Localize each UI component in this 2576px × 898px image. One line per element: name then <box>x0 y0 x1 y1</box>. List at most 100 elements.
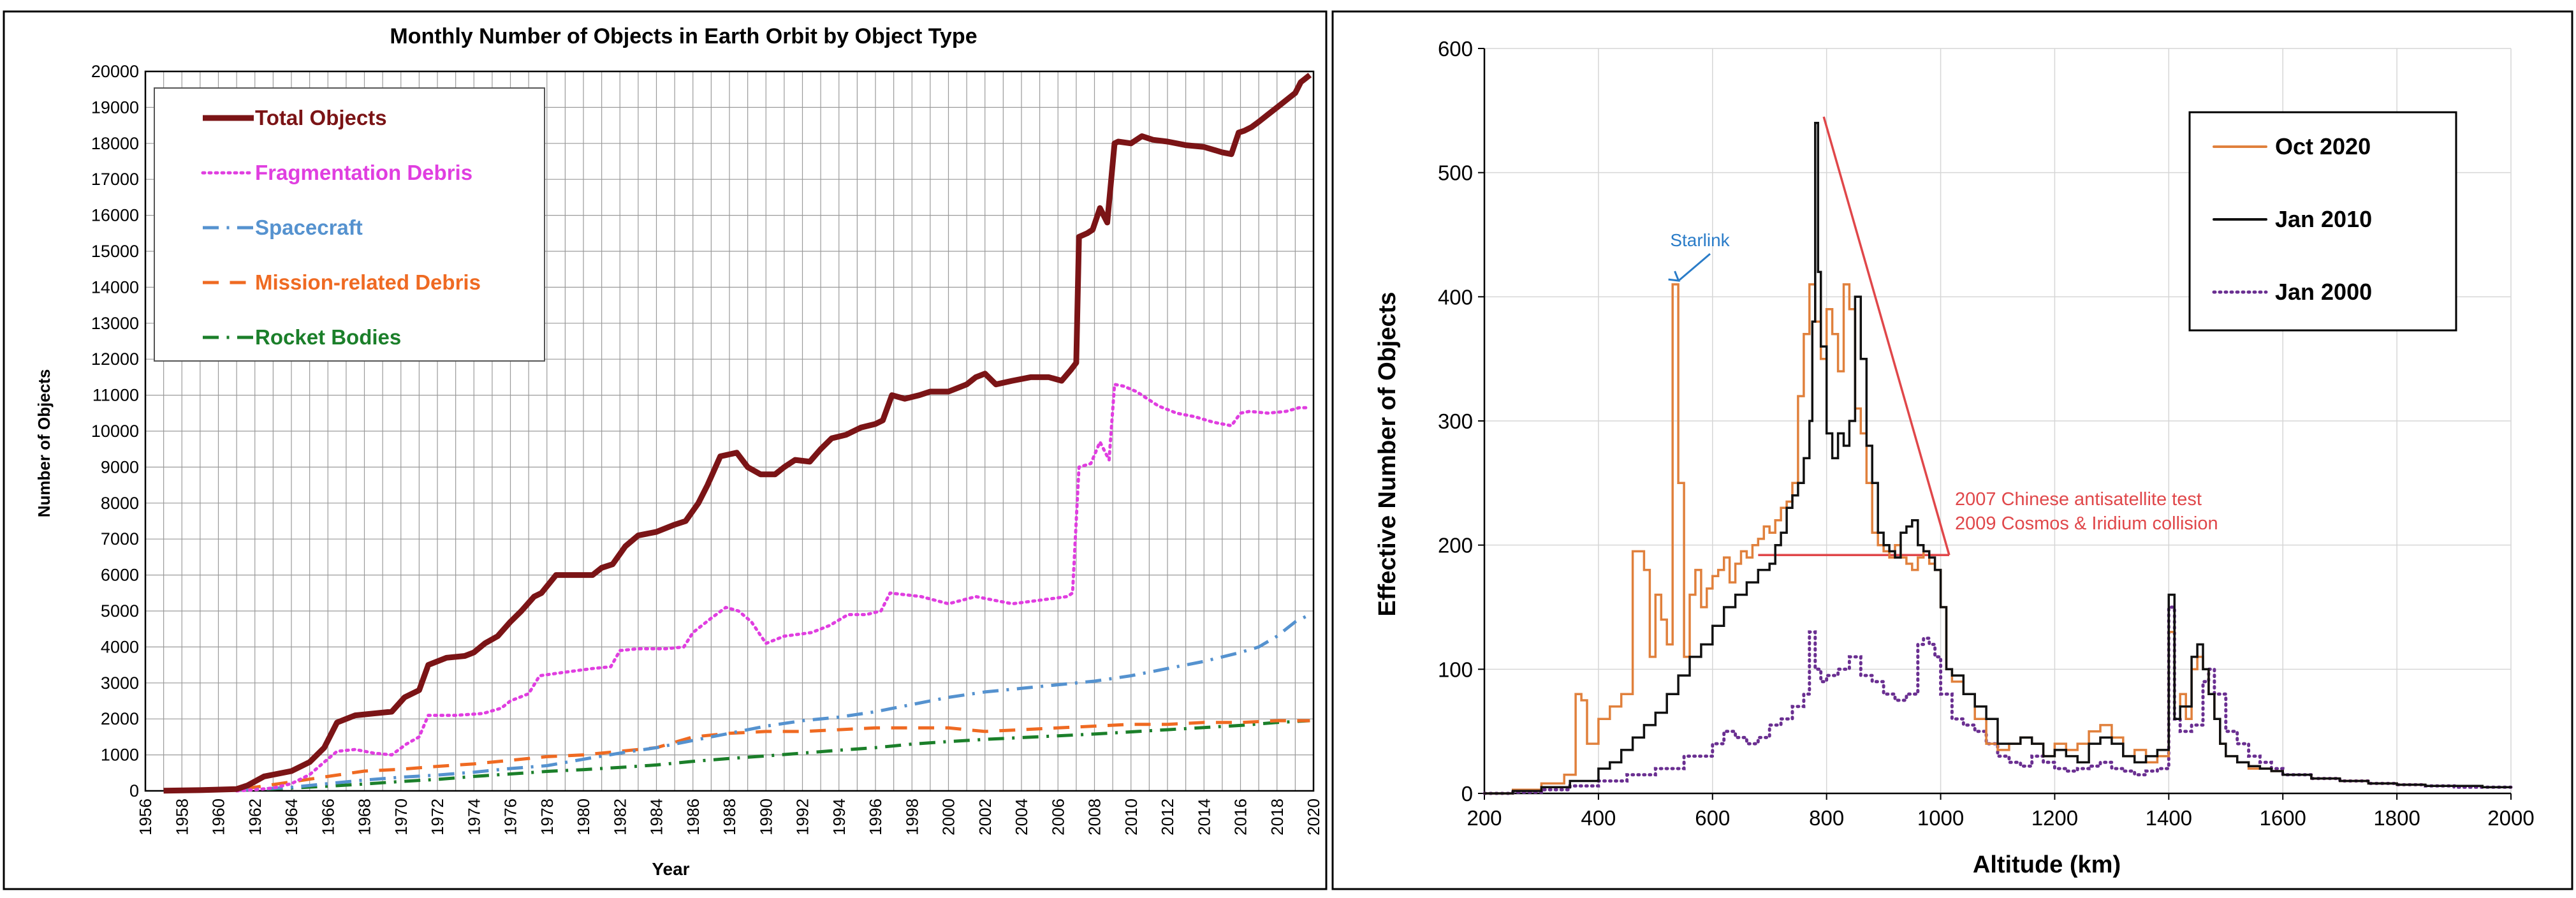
y-tick-label: 17000 <box>91 170 139 189</box>
y-tick-label: 18000 <box>91 134 139 153</box>
series-line-jan-2010 <box>1483 122 2512 795</box>
y-tick-label: 12000 <box>91 350 139 369</box>
x-tick-label: 2008 <box>1085 799 1104 835</box>
x-tick-label: 1996 <box>866 799 885 835</box>
x-tick-label: 1968 <box>355 799 374 835</box>
legend-label: Spacecraft <box>255 216 363 239</box>
series-group <box>1482 122 2513 795</box>
legend-label: Oct 2020 <box>2275 133 2371 159</box>
legend-label: Total Objects <box>255 106 387 129</box>
x-tick-label: 800 <box>1809 806 1844 830</box>
x-tick-label: 1976 <box>501 799 520 835</box>
x-tick-label: 400 <box>1581 806 1616 830</box>
x-tick-label: 1200 <box>2031 806 2078 830</box>
right-chart: 200 400 600 800 1000 1200 1400 1600 1800 2000 0 10… <box>1331 10 2573 890</box>
series-line-fragmentation-debris <box>235 383 1312 793</box>
y-tick-label: 19000 <box>91 98 139 117</box>
y-tick-label: 400 <box>1438 285 1473 309</box>
legend-label: Fragmentation Debris <box>255 161 472 184</box>
asat-annotation-line2: 2009 Cosmos & Iridium collision <box>1955 513 2218 534</box>
x-tick-label: 200 <box>1467 806 1502 830</box>
x-tick-label: 1998 <box>902 799 921 835</box>
y-tick-label: 5000 <box>101 601 139 621</box>
y-tick-label: 9000 <box>101 457 139 476</box>
x-tick-label: 1972 <box>428 799 447 835</box>
x-tick-label: 1978 <box>538 799 557 835</box>
y-tick-label: 0 <box>129 781 139 800</box>
y-axis-ticks: 0 1000 2000 3000 4000 5000 6000 7000 8000 9000 100… <box>91 62 139 800</box>
y-tick-label: 10000 <box>91 422 139 441</box>
y-tick-label: 600 <box>1438 37 1473 61</box>
legend-box <box>154 87 545 362</box>
y-tick-label: 2000 <box>101 709 139 728</box>
x-tick-label: 1964 <box>282 799 301 835</box>
x-tick-label: 1990 <box>756 799 775 835</box>
x-tick-label: 1992 <box>793 799 812 835</box>
y-tick-label: 1000 <box>101 746 139 765</box>
right-chart-panel: 200 400 600 800 1000 1200 1400 1600 1800 2000 0 10… <box>1330 0 2576 895</box>
x-tick-label: 1980 <box>574 799 593 835</box>
x-tick-label: 1400 <box>2146 806 2192 830</box>
annotation-lines <box>1668 116 1950 556</box>
x-tick-label: 1958 <box>172 799 191 835</box>
x-tick-label: 2012 <box>1158 799 1177 835</box>
x-tick-label: 2016 <box>1231 799 1250 835</box>
x-tick-label: 1974 <box>464 799 483 835</box>
x-tick-label: 1994 <box>830 799 849 835</box>
starlink-annotation: Starlink <box>1670 230 1730 250</box>
x-tick-label: 1986 <box>684 799 703 835</box>
y-tick-label: 500 <box>1438 161 1473 185</box>
x-tick-label: 2006 <box>1048 799 1067 835</box>
y-tick-label: 0 <box>1461 782 1473 806</box>
x-tick-label: 1600 <box>2260 806 2306 830</box>
y-tick-label: 6000 <box>101 566 139 585</box>
x-tick-label: 1000 <box>1917 806 1964 830</box>
y-tick-label: 100 <box>1438 658 1473 681</box>
chart-title: Monthly Number of Objects in Earth Orbit… <box>390 24 977 48</box>
x-tick-label: 2000 <box>939 799 958 835</box>
x-axis-ticks: 200 400 600 800 1000 1200 1400 1600 1800 2000 <box>1467 793 2535 830</box>
left-chart: Monthly Number of Objects in Earth Orbit… <box>3 10 1328 890</box>
x-tick-label: 1962 <box>245 799 265 835</box>
y-tick-label: 3000 <box>101 674 139 693</box>
series-group <box>163 73 1312 794</box>
x-tick-label: 1960 <box>209 799 228 835</box>
y-axis-label: Effective Number of Objects <box>1374 292 1401 617</box>
legend-box <box>2188 111 2457 332</box>
legend-label: Rocket Bodies <box>255 325 401 349</box>
legend-label: Mission-related Debris <box>255 270 481 294</box>
x-tick-label: 2020 <box>1304 799 1323 835</box>
y-tick-label: 8000 <box>101 494 139 513</box>
x-tick-label: 2018 <box>1268 799 1287 835</box>
x-tick-label: 1984 <box>647 799 666 835</box>
y-axis-ticks: 0 100 200 300 400 500 600 <box>1438 37 1484 806</box>
y-tick-label: 11000 <box>92 386 139 405</box>
y-tick-label: 7000 <box>101 529 139 548</box>
x-tick-label: 2010 <box>1122 799 1141 835</box>
x-tick-label: 1970 <box>392 799 411 835</box>
left-chart-panel: Monthly Number of Objects in Earth Orbit… <box>3 10 1328 890</box>
legend-label: Jan 2010 <box>2275 206 2372 232</box>
series-line-total-objects <box>163 73 1312 794</box>
x-tick-label: 600 <box>1695 806 1730 830</box>
asat-annotation-line1: 2007 Chinese antisatellite test <box>1955 489 2202 510</box>
y-tick-label: 14000 <box>91 277 139 297</box>
legend-label: Jan 2000 <box>2275 279 2372 305</box>
y-tick-label: 13000 <box>91 314 139 333</box>
y-tick-label: 300 <box>1438 409 1473 433</box>
y-tick-label: 20000 <box>91 62 139 81</box>
y-tick-label: 16000 <box>91 206 139 225</box>
series-line-rocket-bodies <box>163 719 1310 793</box>
x-tick-label: 1956 <box>136 799 155 835</box>
x-tick-label: 2000 <box>2487 806 2534 830</box>
y-axis-label: Number of Objects <box>34 369 54 518</box>
series-line-spacecraft <box>163 613 1311 793</box>
asat-annotation-line <box>1822 116 1950 556</box>
legend: Total Objects Fragmentation Debris Spacecr… <box>154 87 545 362</box>
x-tick-label: 1988 <box>720 799 739 835</box>
x-tick-label: 2004 <box>1012 799 1031 835</box>
x-tick-label: 1966 <box>318 799 337 835</box>
x-axis-ticks: 1956 1958 1960 1962 1964 1966 1968 1970 1972 1974… <box>136 799 1323 835</box>
x-tick-label: 1982 <box>610 799 629 835</box>
x-axis-label: Altitude (km) <box>1973 851 2121 878</box>
